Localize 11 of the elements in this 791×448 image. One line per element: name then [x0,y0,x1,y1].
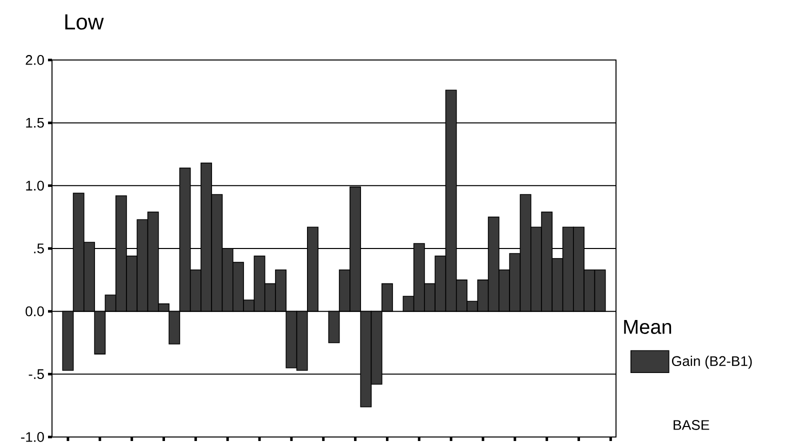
text: Mean [624,320,672,334]
y-tick-label: 2.0 [26,55,44,66]
y-tick-label: -.5 [28,369,44,380]
text: BASE [674,420,710,430]
y-tick-label: 0.0 [26,306,44,316]
y-tick-label: 1.5 [26,118,44,128]
y-tick-label: -1.0 [21,432,44,442]
y-tick-label: 1.0 [26,180,44,191]
y-tick-label: .5 [34,244,44,254]
chart-title: Low [65,14,104,30]
legend-label: Gain (B2-B1) [672,356,752,369]
